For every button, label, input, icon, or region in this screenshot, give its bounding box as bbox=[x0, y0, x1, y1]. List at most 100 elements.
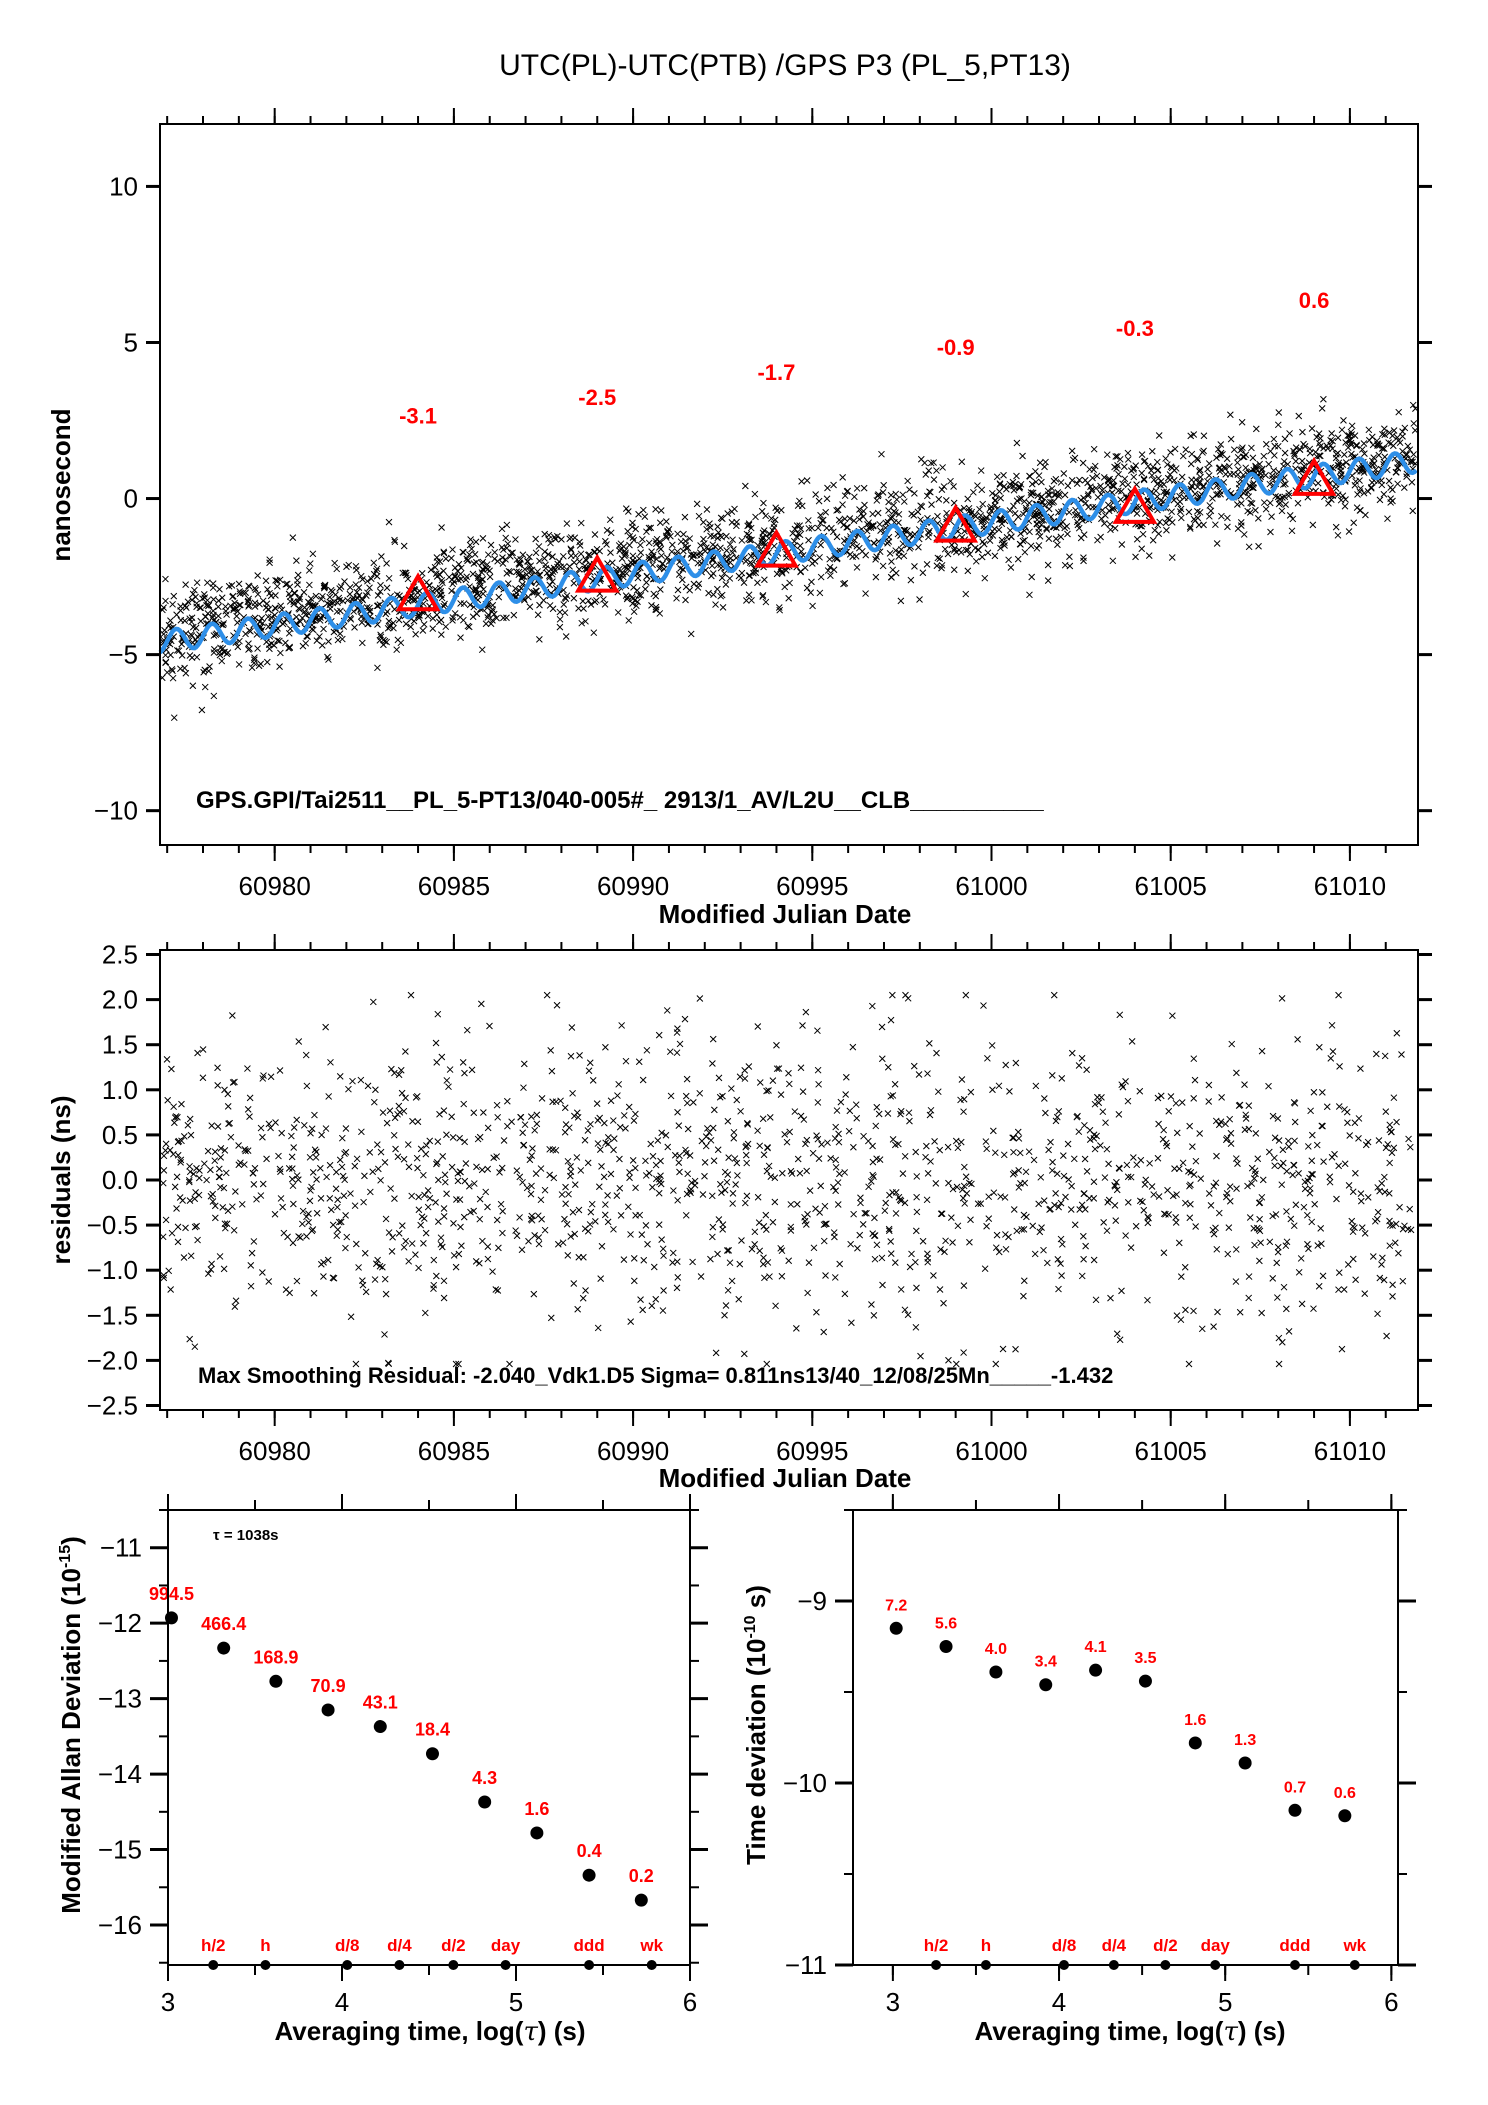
data-point bbox=[724, 1117, 732, 1125]
data-point bbox=[832, 1187, 840, 1195]
data-point bbox=[820, 1328, 828, 1336]
data-point bbox=[763, 1087, 770, 1095]
data-point bbox=[632, 525, 640, 533]
data-point bbox=[559, 552, 567, 560]
time-marker-label: day bbox=[491, 1936, 521, 1955]
data-point bbox=[785, 1080, 793, 1088]
data-point bbox=[1258, 1193, 1266, 1201]
data-point bbox=[900, 498, 908, 505]
data-point bbox=[1049, 1158, 1056, 1166]
data-point bbox=[773, 1065, 781, 1073]
data-point bbox=[259, 1269, 266, 1276]
data-point bbox=[273, 582, 281, 590]
data-point bbox=[220, 620, 228, 627]
data-point bbox=[431, 585, 439, 593]
data-point bbox=[436, 558, 444, 565]
data-point bbox=[771, 1174, 779, 1182]
data-point bbox=[494, 1287, 502, 1294]
data-point bbox=[629, 534, 637, 541]
data-point bbox=[637, 1296, 644, 1303]
data-point bbox=[1334, 434, 1342, 442]
data-point bbox=[833, 1107, 841, 1114]
data-point bbox=[1314, 479, 1322, 487]
data-point bbox=[478, 559, 486, 567]
data-point bbox=[519, 1178, 526, 1186]
data-point bbox=[1221, 465, 1229, 472]
data-point bbox=[1058, 1240, 1066, 1248]
data-point bbox=[681, 513, 689, 521]
data-point bbox=[207, 1266, 215, 1273]
data-point bbox=[173, 1205, 180, 1212]
data-point bbox=[901, 1199, 909, 1207]
data-point bbox=[434, 1176, 442, 1184]
data-point bbox=[235, 1142, 242, 1149]
data-point bbox=[733, 1096, 741, 1104]
data-point bbox=[386, 1107, 394, 1115]
data-point bbox=[1011, 1169, 1018, 1177]
data-point bbox=[796, 1169, 804, 1177]
data-point bbox=[302, 639, 310, 647]
data-point bbox=[187, 1252, 195, 1260]
data-point bbox=[923, 492, 931, 500]
data-point bbox=[415, 1193, 422, 1201]
time-marker-label: d/4 bbox=[1102, 1936, 1127, 1955]
data-point bbox=[162, 651, 169, 659]
data-point bbox=[1173, 1312, 1181, 1319]
x-tick-label: 4 bbox=[335, 1987, 349, 2017]
data-point bbox=[1078, 1272, 1086, 1280]
data-point bbox=[470, 1180, 478, 1187]
data-point bbox=[371, 1276, 379, 1283]
y-tick-label: −12 bbox=[98, 1608, 142, 1638]
data-point bbox=[911, 490, 918, 497]
data-point bbox=[1406, 1205, 1414, 1213]
data-point bbox=[729, 549, 737, 557]
data-point bbox=[184, 1121, 192, 1129]
data-point bbox=[630, 1255, 638, 1262]
x-axis-title: Averaging time, log(τ) (s) bbox=[274, 2016, 585, 2047]
data-point bbox=[936, 1146, 944, 1154]
data-point bbox=[696, 1089, 704, 1097]
data-point bbox=[675, 571, 683, 578]
data-point bbox=[197, 617, 205, 625]
daily-mean-label: -1.7 bbox=[757, 360, 795, 385]
data-point bbox=[614, 609, 622, 616]
data-point bbox=[1228, 1040, 1236, 1048]
data-point bbox=[1281, 435, 1289, 443]
data-point bbox=[402, 620, 410, 628]
data-point bbox=[786, 579, 793, 587]
data-point bbox=[448, 1163, 456, 1171]
data-point bbox=[160, 1166, 168, 1174]
data-point bbox=[873, 553, 880, 561]
data-point bbox=[214, 1123, 222, 1130]
data-point bbox=[162, 575, 169, 583]
data-point bbox=[1185, 508, 1193, 516]
data-point bbox=[569, 1089, 576, 1097]
data-point bbox=[1186, 1122, 1194, 1130]
data-point bbox=[710, 533, 718, 540]
data-point bbox=[889, 1092, 897, 1099]
data-point bbox=[526, 603, 534, 611]
data-point bbox=[377, 1148, 385, 1156]
data-point bbox=[1268, 472, 1276, 480]
data-point bbox=[743, 1159, 751, 1167]
data-point bbox=[885, 1225, 893, 1233]
data-point bbox=[870, 1312, 878, 1319]
time-marker-label: d/4 bbox=[387, 1936, 412, 1955]
daily-mean-marker bbox=[395, 572, 441, 612]
data-point bbox=[548, 553, 556, 561]
data-point bbox=[1091, 1145, 1099, 1153]
data-point bbox=[695, 512, 703, 520]
data-point bbox=[1298, 1300, 1306, 1308]
data-point bbox=[872, 573, 880, 581]
data-point bbox=[1258, 1047, 1266, 1055]
data-point bbox=[1018, 1226, 1026, 1233]
data-point bbox=[186, 652, 194, 659]
data-point bbox=[484, 1165, 492, 1173]
data-point bbox=[1271, 1134, 1279, 1142]
data-point bbox=[246, 1094, 254, 1102]
data-point bbox=[579, 1294, 587, 1302]
data-point bbox=[930, 1272, 937, 1279]
data-point bbox=[805, 1259, 813, 1266]
data-point bbox=[884, 1063, 892, 1071]
data-point bbox=[178, 1100, 185, 1108]
